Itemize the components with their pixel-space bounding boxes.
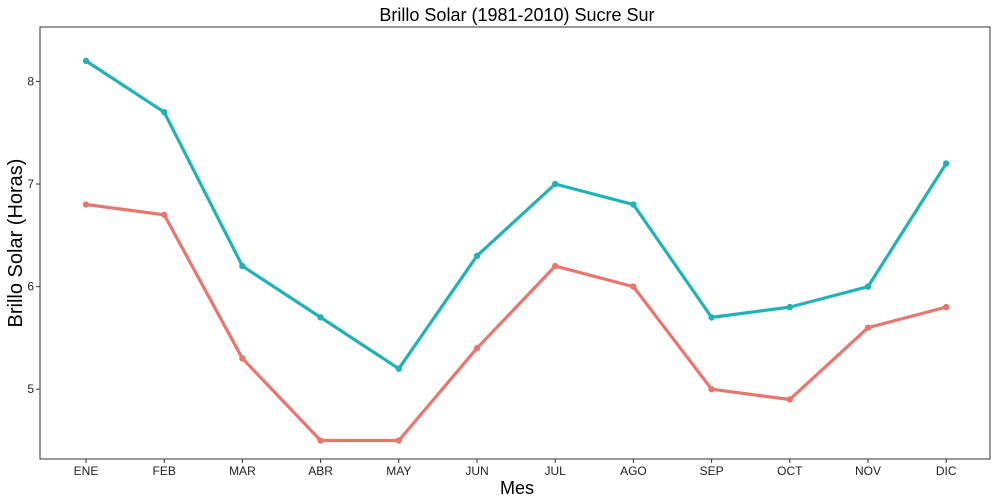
y-tick-label: 7 xyxy=(27,177,34,191)
x-axis: ENE FEB MAR ABR MAY JUN JUL AGO SEP OCT NOV DIC xyxy=(74,459,957,478)
data-point xyxy=(943,303,950,311)
plot-frame xyxy=(39,26,991,460)
y-tick-label: 8 xyxy=(27,74,34,88)
data-point xyxy=(864,283,872,290)
data-point xyxy=(395,437,402,444)
y-axis: 5 6 7 8 xyxy=(27,74,40,396)
data-point xyxy=(239,355,246,362)
x-tick-label: ENE xyxy=(74,464,99,478)
x-tick-label: MAY xyxy=(386,464,411,478)
series-1 xyxy=(82,57,950,372)
data-point xyxy=(395,365,402,372)
x-tick-label: JUN xyxy=(465,464,488,478)
x-tick-label: ABR xyxy=(308,464,333,478)
data-point xyxy=(473,252,481,260)
x-tick-label: NOV xyxy=(855,464,881,478)
data-point xyxy=(786,396,793,403)
data-point xyxy=(708,314,715,321)
data-point xyxy=(630,201,637,208)
x-tick-label: OCT xyxy=(777,464,803,478)
series-line xyxy=(84,59,948,371)
y-tick-label: 5 xyxy=(27,382,34,396)
x-tick-label: DIC xyxy=(936,464,957,478)
data-point xyxy=(943,160,950,167)
data-point xyxy=(864,324,872,331)
y-tick-label: 6 xyxy=(27,280,34,294)
data-point xyxy=(708,386,715,393)
data-point xyxy=(317,314,324,321)
y-axis-title: Brillo Solar (Horas) xyxy=(5,159,27,328)
data-point xyxy=(552,262,559,270)
data-point xyxy=(786,303,793,311)
chart-title: Brillo Solar (1981-2010) Sucre Sur xyxy=(379,5,654,25)
data-point xyxy=(161,108,168,116)
data-point xyxy=(161,211,168,218)
x-tick-label: AGO xyxy=(620,464,647,478)
data-point xyxy=(317,437,324,444)
x-tick-label: FEB xyxy=(153,464,176,478)
data-point xyxy=(630,283,637,290)
data-point xyxy=(239,262,246,270)
x-tick-label: JUL xyxy=(545,464,567,478)
data-point xyxy=(82,201,90,208)
x-tick-label: MAR xyxy=(229,464,256,478)
data-point xyxy=(552,180,559,188)
x-axis-title: Mes xyxy=(500,478,534,498)
series-line xyxy=(84,202,948,443)
x-tick-label: SEP xyxy=(700,464,724,478)
series-group xyxy=(82,57,950,444)
data-point xyxy=(473,344,481,352)
data-point xyxy=(82,57,90,65)
series-2 xyxy=(82,201,950,444)
